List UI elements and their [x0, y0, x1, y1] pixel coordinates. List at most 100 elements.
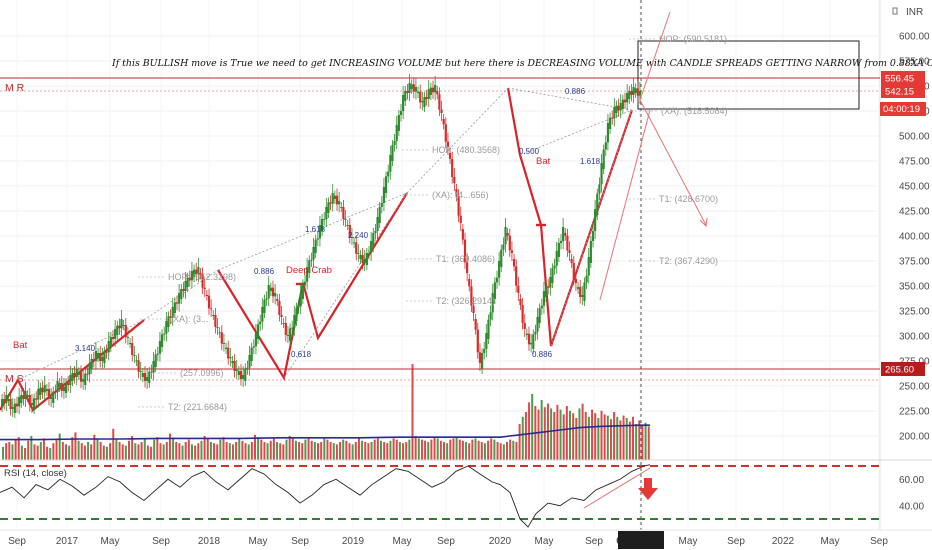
candle-body: [350, 237, 354, 238]
candle-body: [485, 333, 488, 349]
candle-body: [519, 299, 522, 305]
volume-bar: [42, 438, 45, 460]
candle-body: [510, 250, 514, 253]
volume-bar: [39, 442, 42, 460]
volume-bar: [231, 444, 234, 460]
candle-body: [365, 253, 368, 265]
candle-body: [389, 155, 392, 172]
volume-bar: [213, 443, 216, 460]
candle-body: [606, 123, 610, 143]
candle-body: [30, 403, 34, 405]
fib-ratio-label: 1.618: [305, 225, 326, 234]
candle-body: [173, 302, 176, 313]
volume-bar: [216, 444, 219, 460]
volume-bar: [93, 434, 96, 460]
candle-body: [340, 207, 343, 208]
candle-body: [517, 285, 520, 293]
volume-bar: [65, 444, 67, 460]
level-label: (XA): (518.5084): [661, 106, 728, 116]
rsi-axis[interactable]: 60.00 40.00: [899, 475, 924, 513]
candle-body: [596, 193, 599, 215]
volume-bar: [364, 442, 367, 460]
volume-bar: [11, 444, 14, 460]
volume-bar: [367, 443, 370, 460]
candle-body: [271, 287, 275, 297]
rsi-tick-label: 60.00: [899, 475, 924, 486]
volume-bar: [197, 443, 200, 460]
candle-body: [632, 87, 635, 95]
candle-body: [11, 407, 14, 409]
countdown-text: 04:00:19: [883, 104, 920, 115]
projection-arrow-head: [699, 217, 708, 228]
level-label: HOP: (480.3568): [432, 145, 500, 155]
volume-bar: [115, 439, 118, 460]
price-tick-label: 575.00: [899, 57, 930, 68]
candle-body: [564, 233, 567, 236]
volume-bar: [172, 438, 175, 460]
candle-body: [521, 305, 524, 323]
volume-bar: [124, 445, 127, 460]
volume-bar: [361, 440, 364, 460]
candle-body: [402, 95, 405, 111]
volume-bar: [323, 438, 326, 460]
candle-body: [250, 347, 253, 361]
candle-body: [540, 305, 543, 309]
candle-body: [423, 97, 426, 107]
time-tick-label: Sep: [870, 536, 888, 547]
volume-bar: [376, 438, 379, 460]
pattern-label: Bat: [536, 156, 551, 167]
volume-bar: [493, 439, 496, 460]
candle-body: [131, 343, 134, 355]
candle-body: [489, 312, 492, 320]
candle-body: [397, 115, 400, 131]
candle-body: [146, 377, 149, 381]
candle-body: [73, 373, 76, 377]
candle-body: [156, 353, 159, 355]
candle-body: [636, 88, 639, 96]
time-tick-label: May: [249, 536, 268, 547]
volume-bar: [87, 442, 90, 460]
candle-body: [483, 349, 486, 353]
candle-body: [444, 124, 447, 142]
m-r-zone-label: M R: [5, 82, 25, 94]
volume-bar: [184, 442, 187, 460]
volume-bar: [461, 440, 464, 460]
volume-bar: [288, 436, 291, 460]
candle-body: [551, 268, 554, 283]
volume-bar: [254, 434, 256, 460]
volume-bar: [159, 443, 162, 460]
candle-body: [512, 259, 516, 267]
candle-body: [244, 368, 247, 381]
projection-down-line: [639, 99, 707, 226]
candle-body: [58, 383, 61, 387]
currency-gear-icon[interactable]: [892, 7, 898, 15]
volume-bar: [109, 443, 112, 460]
candle-body: [286, 335, 290, 336]
volume-bar: [162, 444, 165, 460]
price-tag: [881, 362, 925, 376]
candle-body: [455, 189, 458, 197]
candle-body: [26, 395, 29, 397]
candle-body: [171, 307, 174, 318]
candle-body: [378, 207, 381, 223]
candle-body: [476, 329, 479, 353]
candle-body: [566, 235, 569, 251]
volume-bar: [282, 444, 285, 460]
candle-body: [357, 253, 360, 254]
candle-body: [399, 111, 403, 115]
volume-bar: [606, 415, 609, 460]
candle-body: [579, 287, 582, 297]
candle-body: [201, 274, 204, 288]
volume-bar: [238, 438, 241, 460]
volume-bar: [118, 442, 121, 460]
candle-body: [427, 89, 430, 99]
candle-body: [451, 159, 454, 177]
candle-body: [574, 279, 578, 283]
candle-body: [602, 149, 605, 169]
level-label: (XA): (3...: [170, 314, 209, 324]
candle-body: [186, 277, 189, 287]
candle-body: [295, 307, 298, 321]
volume-bar: [430, 439, 433, 460]
candle-body: [22, 395, 25, 399]
